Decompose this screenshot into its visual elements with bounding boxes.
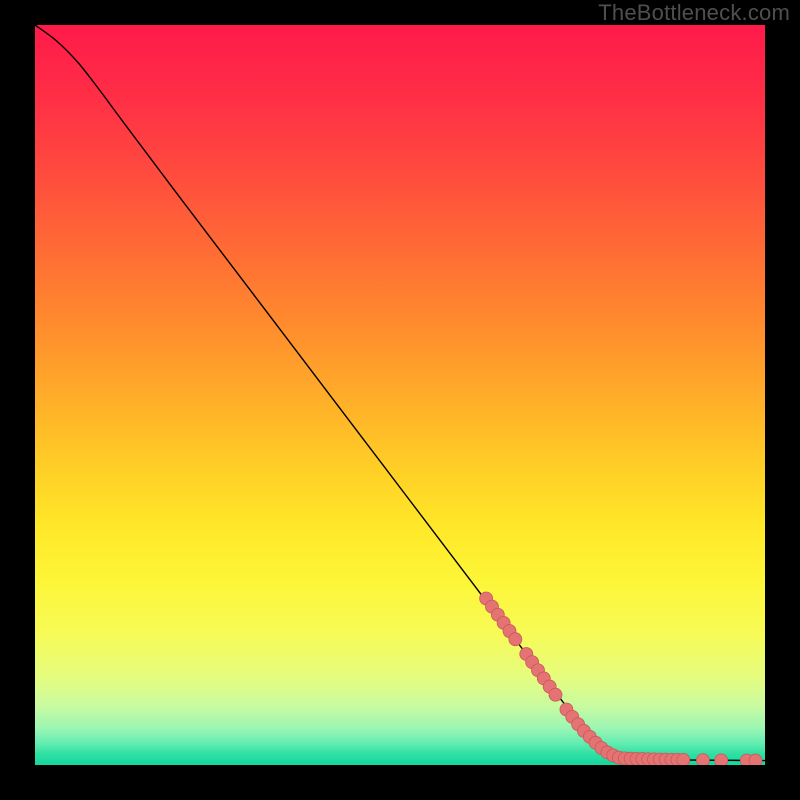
data-marker <box>549 688 562 701</box>
data-marker <box>715 754 728 765</box>
data-marker <box>696 754 709 765</box>
gradient-background <box>35 25 765 765</box>
data-marker <box>749 754 762 765</box>
chart-container: TheBottleneck.com <box>0 0 800 800</box>
data-marker <box>677 753 690 765</box>
data-marker <box>509 633 522 646</box>
watermark-text: TheBottleneck.com <box>598 0 790 26</box>
plot-area <box>35 25 765 765</box>
chart-svg <box>35 25 765 765</box>
